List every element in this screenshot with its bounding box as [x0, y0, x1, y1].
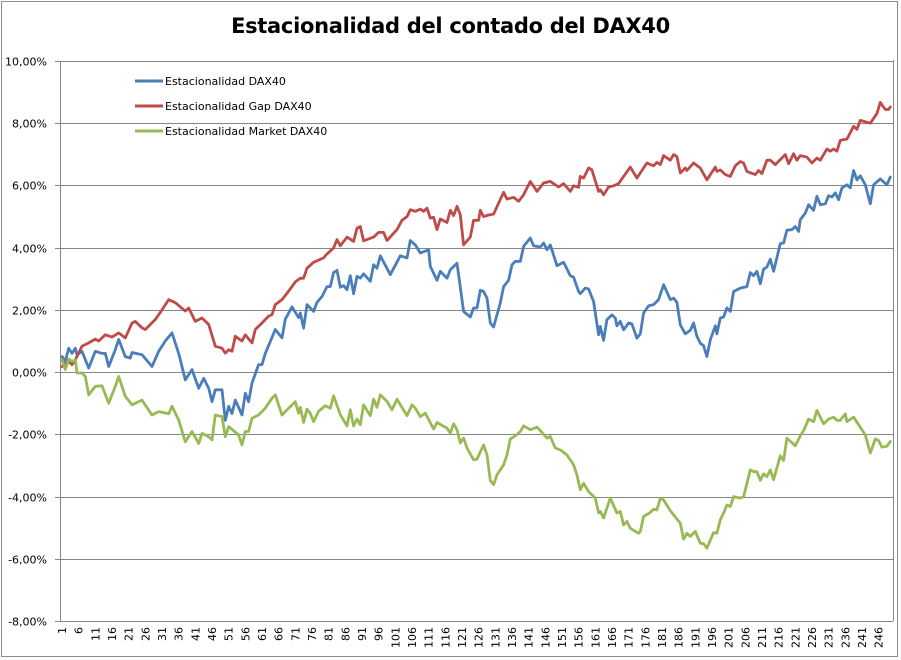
x-tick-label: 191	[689, 627, 702, 648]
x-tick-label: 236	[839, 627, 852, 648]
x-tick-label: 66	[273, 627, 286, 641]
x-tick-label: 86	[339, 627, 352, 641]
x-tick-label: 246	[873, 627, 886, 648]
y-tick-label: -2,00%	[8, 429, 47, 442]
x-tick-label: 56	[239, 627, 252, 641]
y-tick-label: 10,00%	[5, 56, 47, 69]
gridlines	[60, 61, 893, 560]
x-tick-label: 111	[423, 627, 436, 648]
x-tick-label: 126	[473, 627, 486, 648]
y-tick-label: -6,00%	[8, 554, 47, 567]
x-tick-label: 241	[856, 627, 869, 648]
y-tick-label: 6,00%	[12, 180, 47, 193]
x-tick-label: 6	[73, 627, 86, 634]
x-tick-label: 51	[223, 627, 236, 641]
x-tick-label: 91	[356, 627, 369, 641]
x-tick-label: 146	[539, 627, 552, 648]
x-tick-label: 26	[139, 627, 152, 641]
legend-label: Estacionalidad Market DAX40	[165, 125, 327, 138]
x-tick-label: 71	[289, 627, 302, 641]
y-tick-label: 4,00%	[12, 243, 47, 256]
x-tick-label: 96	[373, 627, 386, 641]
x-tick-label: 206	[739, 627, 752, 648]
series-lines	[60, 101, 892, 550]
x-tick-label: 151	[556, 627, 569, 648]
y-tick-label: 8,00%	[12, 118, 47, 131]
y-tick-label: 0,00%	[12, 367, 47, 380]
x-tick-label: 141	[523, 627, 536, 648]
x-tick-label: 31	[156, 627, 169, 641]
x-tick-label: 201	[723, 627, 736, 648]
x-tick-label: 41	[189, 627, 202, 641]
x-tick-label: 21	[123, 627, 136, 641]
series-line	[60, 357, 892, 550]
x-tick-label: 101	[389, 627, 402, 648]
x-tick-label: 131	[489, 627, 502, 648]
x-tick-label: 61	[256, 627, 269, 641]
y-tick-label: -4,00%	[8, 492, 47, 505]
x-tick-label: 36	[173, 627, 186, 641]
x-tick-label: 176	[639, 627, 652, 648]
x-tick-label: 166	[606, 627, 619, 648]
x-tick-label: 161	[589, 627, 602, 648]
x-tick-label: 81	[323, 627, 336, 641]
x-tick-label: 136	[506, 627, 519, 648]
x-tick-label: 16	[106, 627, 119, 641]
x-tick-label: 186	[673, 627, 686, 648]
x-tick-label: 196	[706, 627, 719, 648]
x-axis-tick-labels: 1 6 11 16 21 26 31 36 41 46 51 56 61 66 71 76 81 86 91 96 10…	[56, 627, 886, 648]
x-tick-label: 216	[773, 627, 786, 648]
x-tick-label: 171	[623, 627, 636, 648]
series-line	[60, 169, 892, 422]
legend: Estacionalidad DAX40 Estacionalidad Gap D…	[135, 75, 327, 138]
y-axis-tick-labels: -8,00% -6,00% -4,00% -2,00% 0,00% 2,00% 4,00% 6…	[5, 56, 47, 629]
x-tick-label: 121	[456, 627, 469, 648]
y-tick-label: -8,00%	[8, 616, 47, 629]
axes	[55, 60, 894, 622]
series-line	[60, 101, 892, 368]
x-tick-label: 1	[56, 627, 69, 634]
x-tick-label: 181	[656, 627, 669, 648]
x-tick-label: 211	[756, 627, 769, 648]
x-tick-label: 116	[439, 627, 452, 648]
chart-title: Estacionalidad del contado del DAX40	[231, 14, 670, 38]
legend-label: Estacionalidad DAX40	[165, 75, 286, 88]
y-tick-label: 2,00%	[12, 305, 47, 318]
x-tick-label: 11	[89, 627, 102, 641]
legend-label: Estacionalidad Gap DAX40	[165, 100, 312, 113]
x-tick-label: 46	[206, 627, 219, 641]
x-tick-label: 156	[573, 627, 586, 648]
x-tick-label: 76	[306, 627, 319, 641]
x-tick-label: 226	[806, 627, 819, 648]
x-tick-label: 221	[789, 627, 802, 648]
x-tick-label: 106	[406, 627, 419, 648]
x-tick-label: 231	[823, 627, 836, 648]
